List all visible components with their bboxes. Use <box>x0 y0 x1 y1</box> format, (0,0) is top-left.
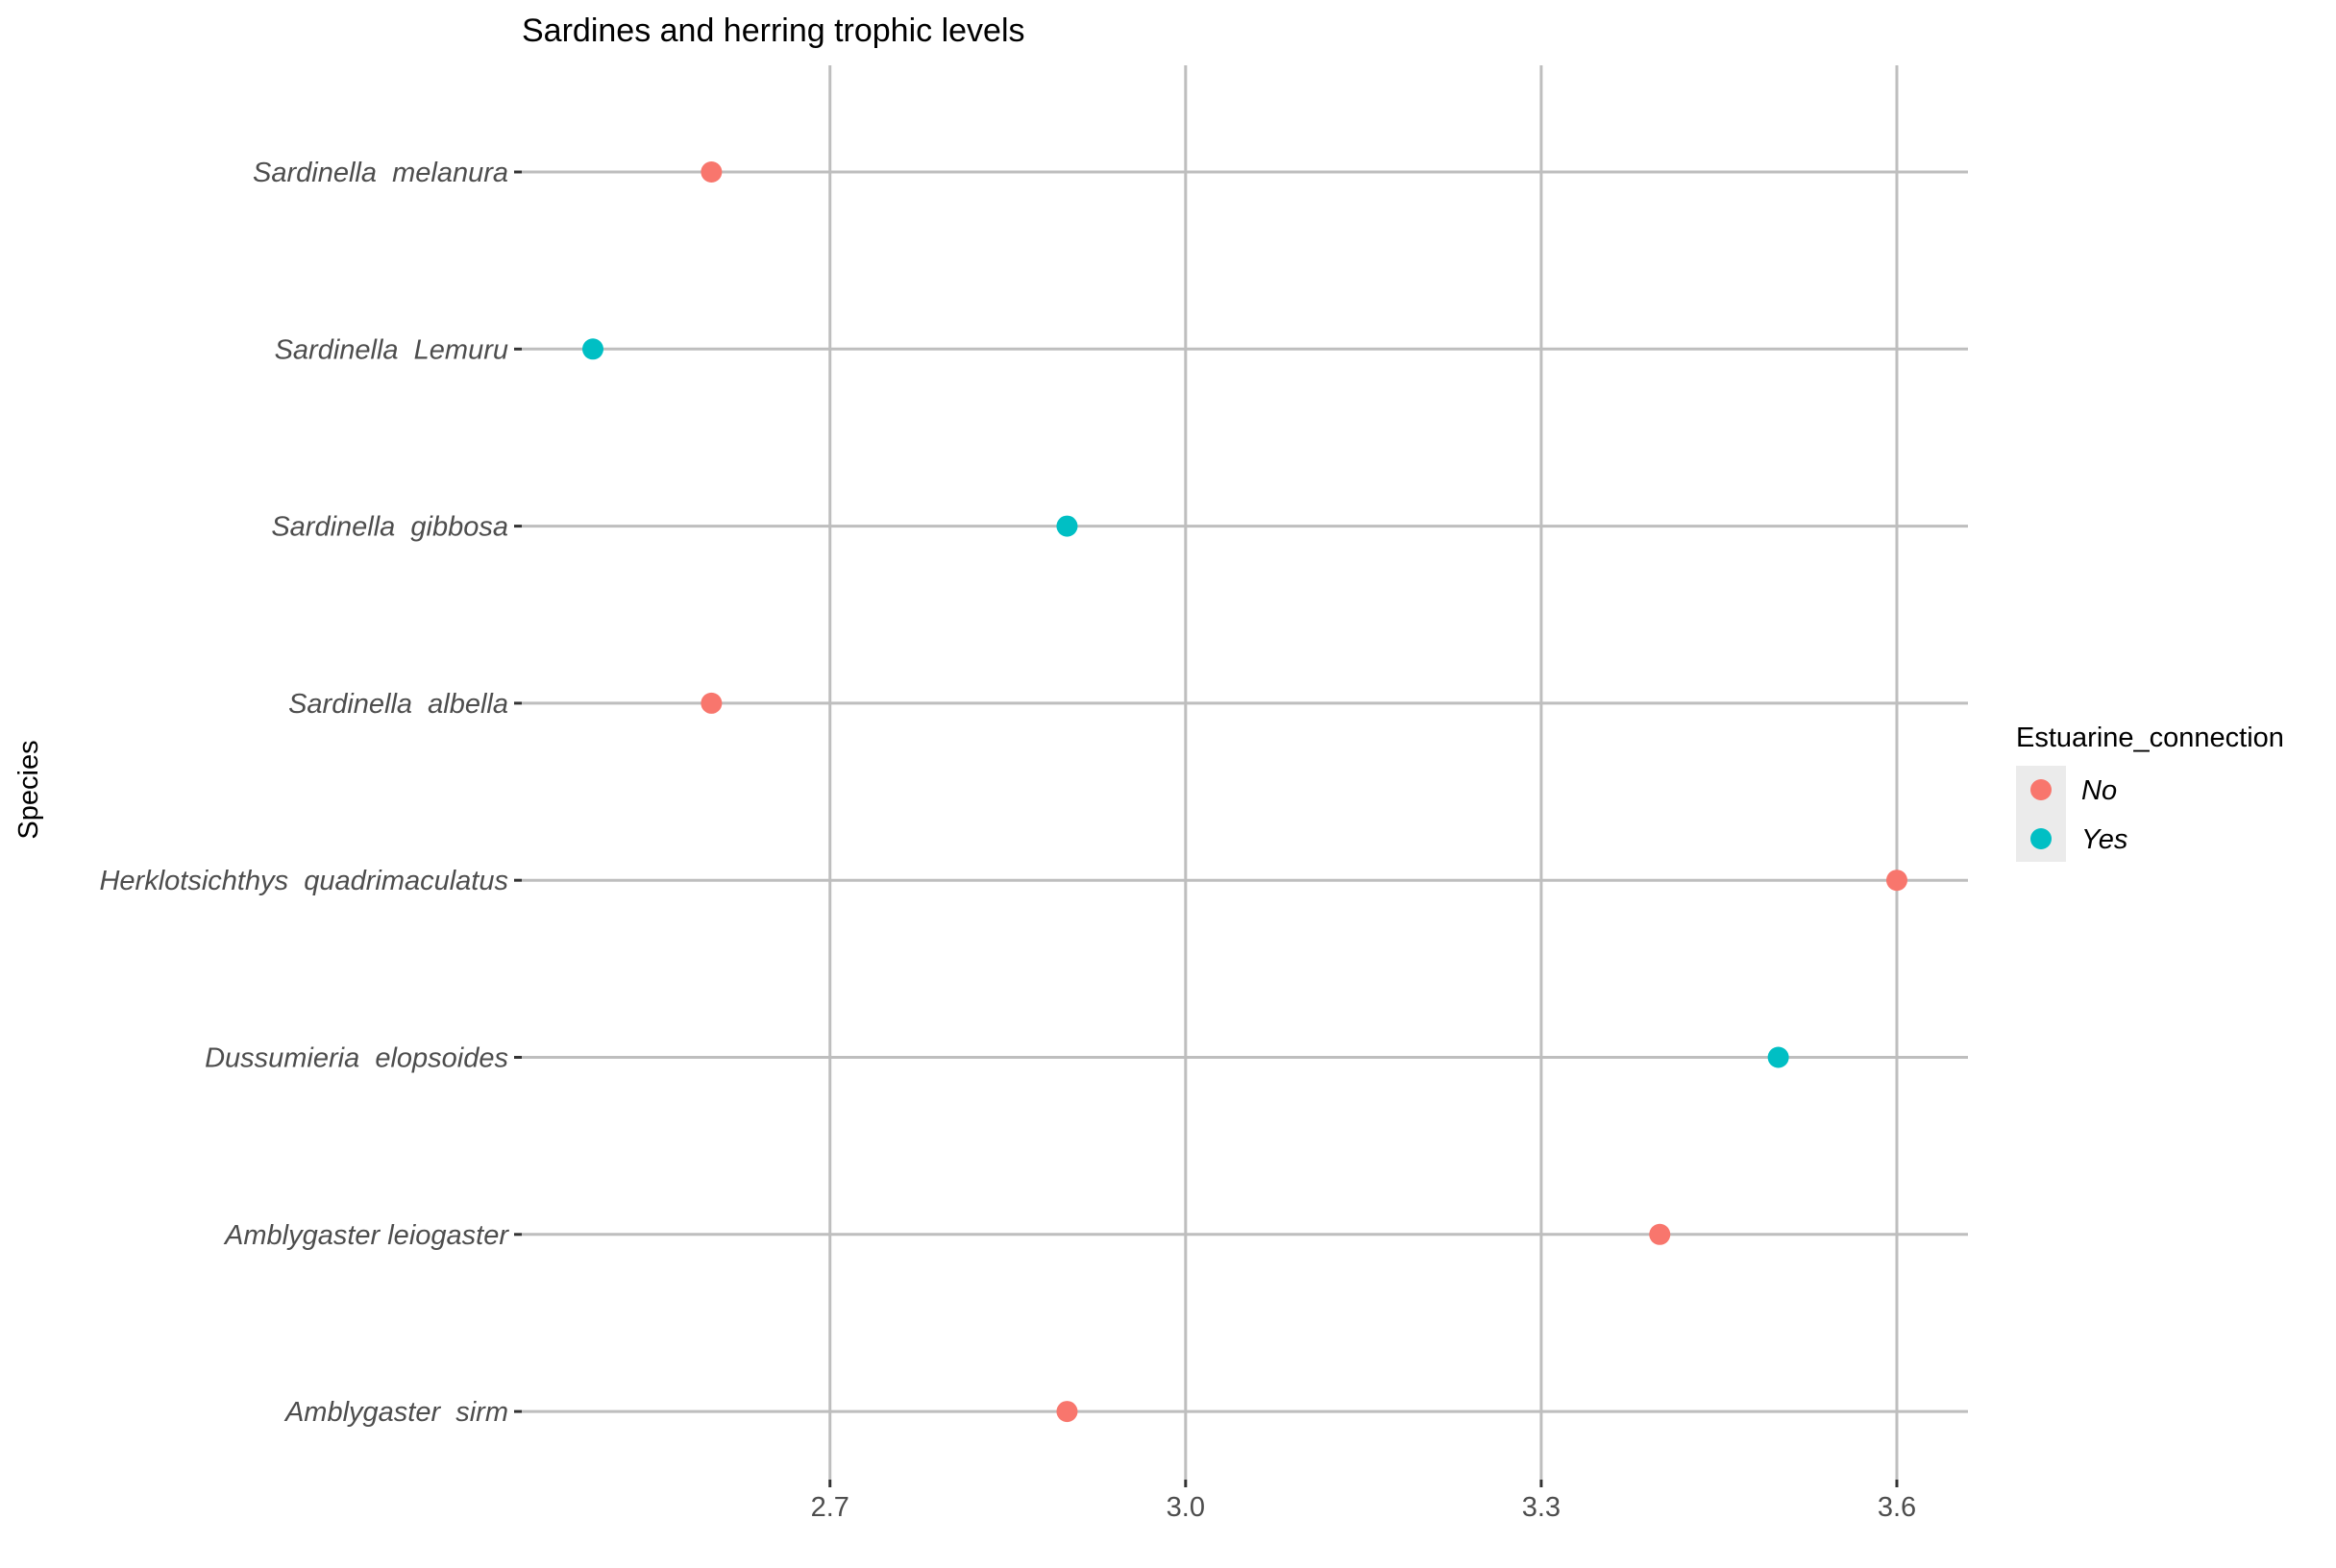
legend-label-no: No <box>2081 775 2117 806</box>
y-tick-label: Sardinella Lemuru <box>275 334 508 365</box>
y-tick-label: Amblygaster leiogaster <box>223 1220 509 1251</box>
y-tick-label: Sardinella gibbosa <box>271 512 508 543</box>
y-axis: Sardinella melanura Sardinella Lemuru Sard… <box>99 158 522 1428</box>
legend: Estuarine_connection No Yes <box>2016 723 2284 862</box>
x-tick-label: 3.6 <box>1878 1492 1916 1523</box>
legend-key-no <box>2030 779 2052 800</box>
chart-title: Sardines and herring trophic levels <box>522 12 1025 49</box>
y-axis-label: Species <box>13 740 44 839</box>
y-tick-label: Sardinella melanura <box>253 158 508 188</box>
x-tick-label: 3.3 <box>1522 1492 1561 1523</box>
data-points <box>582 161 1907 1423</box>
x-tick-label: 2.7 <box>811 1492 849 1523</box>
data-point <box>701 692 723 714</box>
x-gridlines <box>828 65 1899 1480</box>
legend-title: Estuarine_connection <box>2016 723 2284 753</box>
data-point <box>1767 1046 1789 1068</box>
data-point <box>1649 1223 1671 1245</box>
legend-key-yes <box>2030 828 2052 849</box>
y-tick-label: Amblygaster sirm <box>283 1397 508 1428</box>
x-axis: 2.7 3.0 3.3 3.6 <box>811 1480 1916 1523</box>
y-tick-label: Sardinella albella <box>288 689 508 720</box>
data-point <box>701 161 723 183</box>
x-tick-label: 3.0 <box>1167 1492 1205 1523</box>
y-gridlines <box>522 170 1968 1413</box>
data-point <box>582 338 604 360</box>
y-tick-label: Herklotsichthys quadrimaculatus <box>99 866 508 896</box>
y-tick-label: Dussumieria elopsoides <box>205 1043 508 1074</box>
legend-label-yes: Yes <box>2081 824 2127 855</box>
data-point <box>1056 515 1078 537</box>
data-point <box>1056 1401 1078 1423</box>
data-point <box>1885 870 1907 892</box>
